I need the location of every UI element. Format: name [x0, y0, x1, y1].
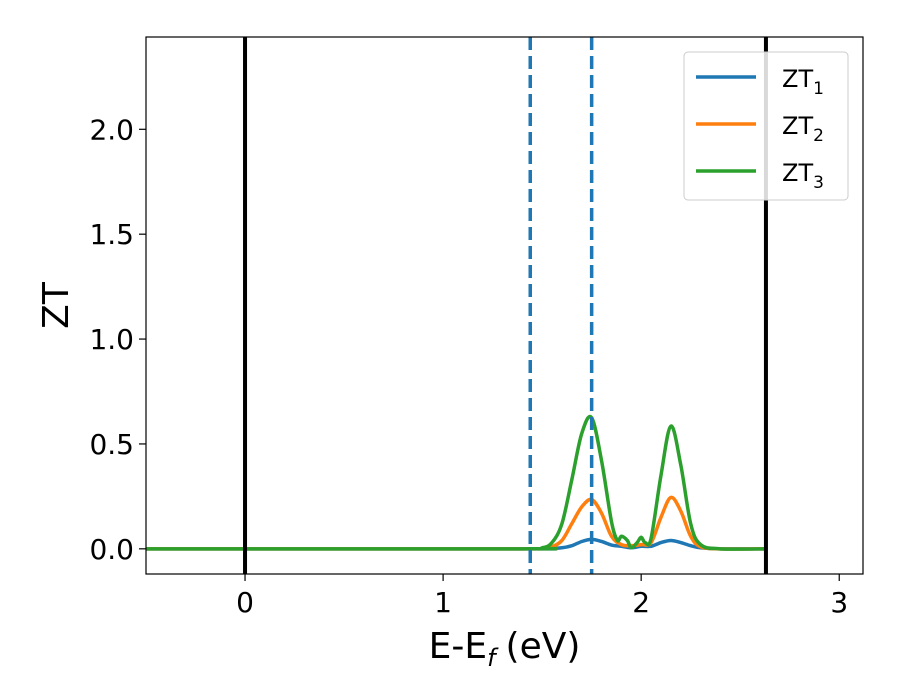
legend-label-zt3: ZT3	[782, 159, 824, 193]
x-axis: 0 1 2 3	[236, 574, 848, 619]
series-line-zt3	[146, 414, 766, 551]
legend-label-zt1: ZT1	[782, 65, 824, 99]
y-tick-label: 2.0	[89, 113, 134, 146]
x-axis-label-subscript: f	[487, 644, 499, 672]
x-tick-label: 2	[632, 586, 650, 619]
x-axis-label: E-Ef (eV)	[429, 626, 581, 672]
x-tick-label: 0	[236, 586, 254, 619]
y-axis-label: ZT	[36, 281, 77, 329]
y-tick-label: 1.0	[89, 323, 134, 356]
x-axis-label-main: E-E	[429, 626, 487, 667]
legend-label-zt2: ZT2	[782, 112, 824, 146]
y-axis: 0.0 0.5 1.0 1.5 2.0	[89, 113, 146, 566]
y-tick-label: 1.5	[89, 218, 134, 251]
plot-border	[145, 36, 864, 575]
legend-box	[683, 51, 849, 201]
x-tick-label: 1	[434, 586, 452, 619]
y-tick-label: 0.0	[89, 533, 134, 566]
plot-frame	[145, 36, 864, 575]
legend: ZT1 ZT2 ZT3	[683, 51, 849, 201]
x-axis-label-unit: (eV)	[506, 626, 581, 667]
series-layer	[146, 414, 766, 551]
y-tick-label: 0.5	[89, 428, 134, 461]
x-tick-label: 3	[830, 586, 848, 619]
